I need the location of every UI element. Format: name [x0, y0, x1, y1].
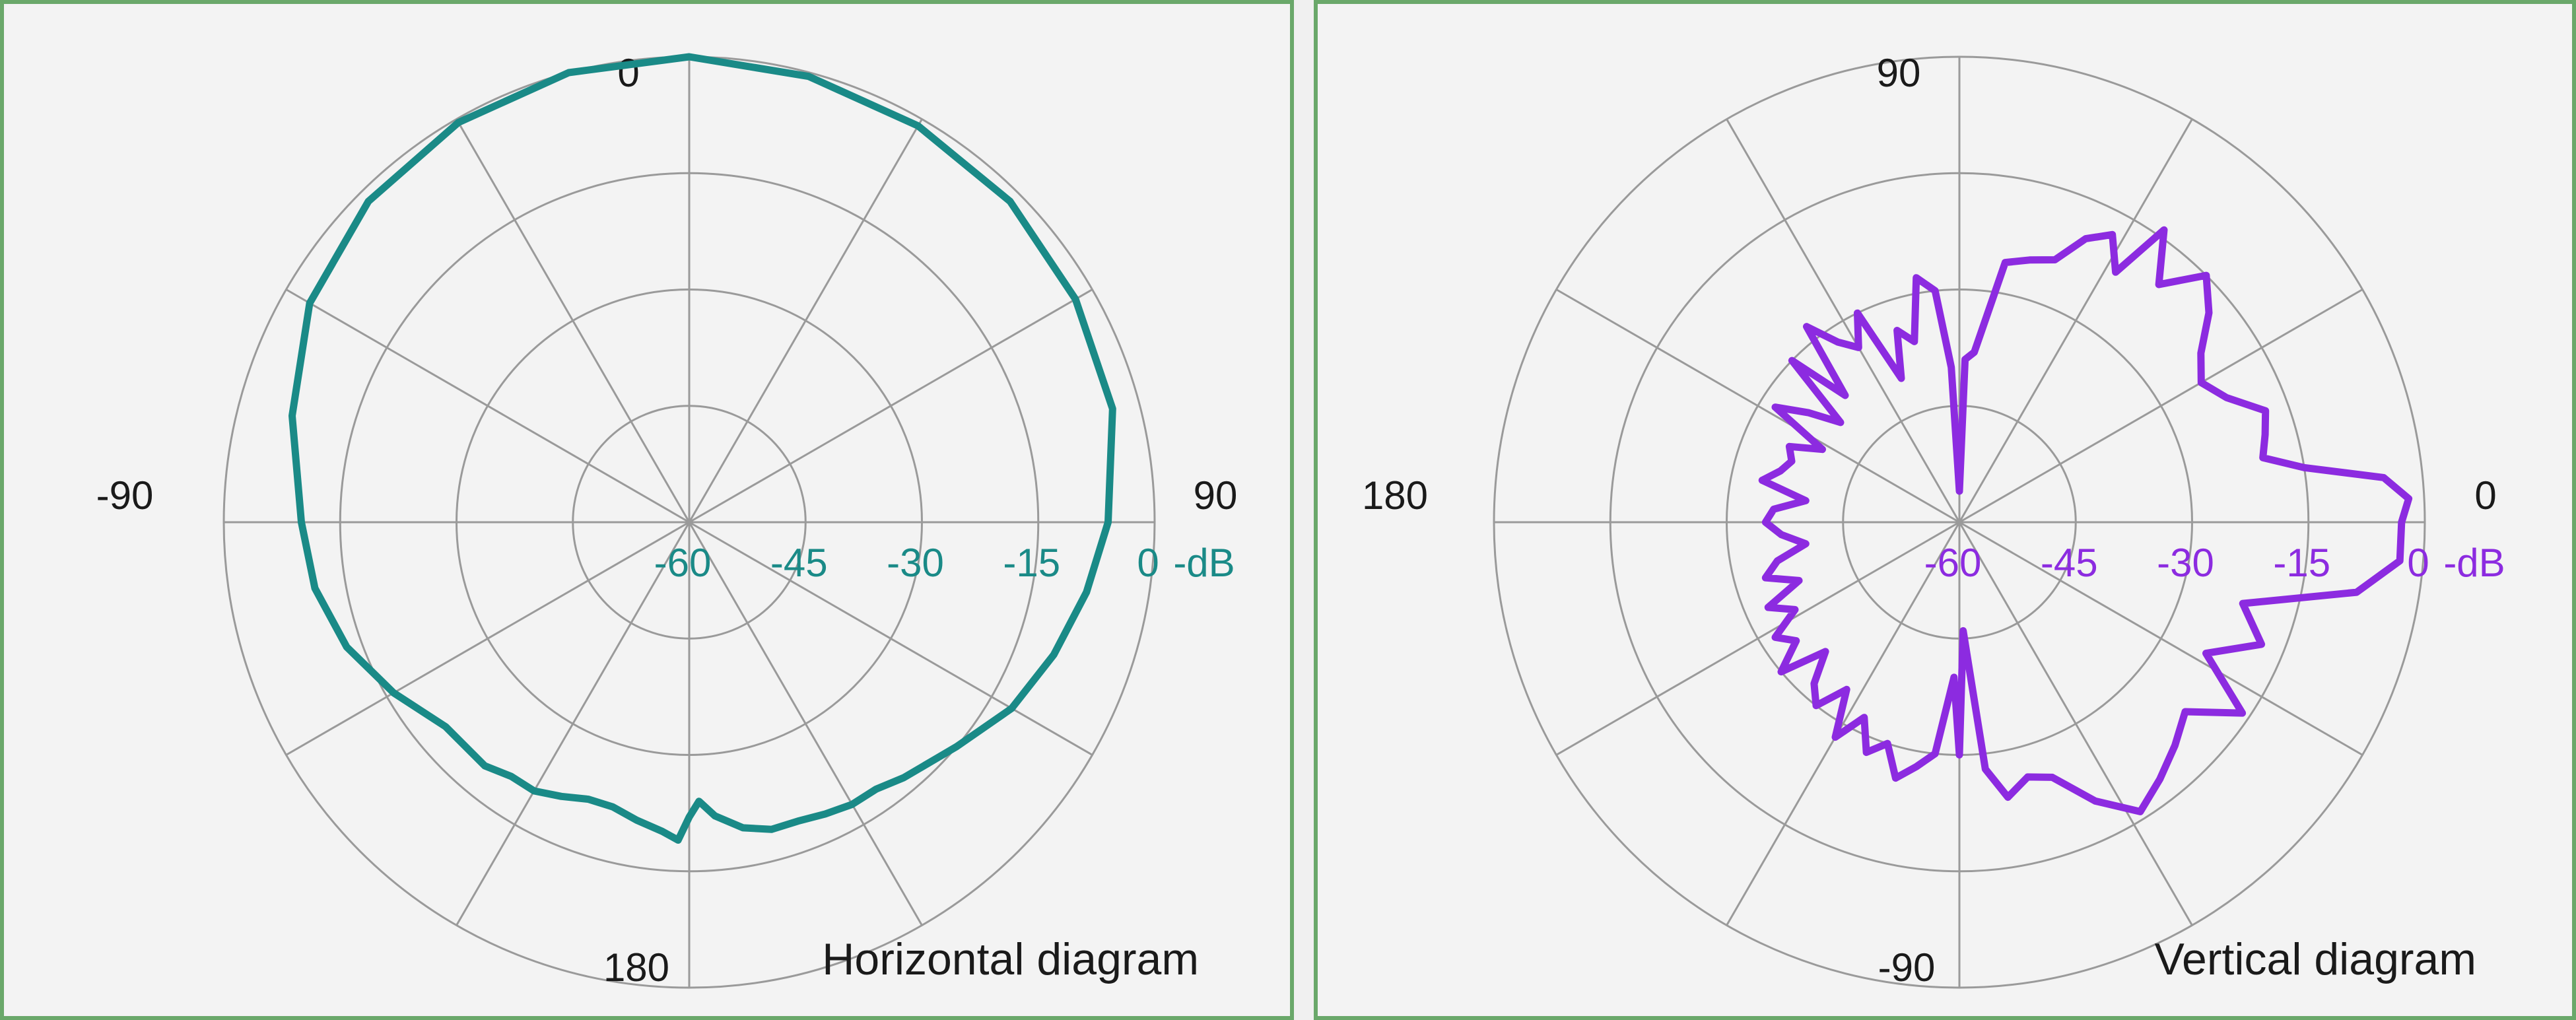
radial-tick-label: -45 — [770, 541, 828, 585]
angle-label-left: -90 — [96, 473, 154, 518]
pattern-trace — [288, 53, 1116, 844]
angle-label-right: 0 — [2474, 473, 2496, 518]
grid-spoke-60 — [688, 118, 923, 523]
grid-spoke-120 — [1726, 118, 1961, 523]
radial-tick-label: -15 — [1003, 541, 1060, 585]
radial-tick-label: -30 — [887, 541, 944, 585]
angle-label-right: 90 — [1194, 473, 1238, 518]
unit-label: -dB — [2443, 541, 2505, 585]
radial-tick-label: -15 — [2273, 541, 2330, 585]
angle-label-bottom: 180 — [603, 945, 669, 990]
grid-spoke-300 — [1958, 522, 2193, 926]
grid-spoke-210 — [285, 521, 690, 756]
grid-spoke-120 — [456, 118, 691, 523]
angle-label-left: 180 — [1362, 473, 1428, 518]
radial-tick-label: -60 — [1924, 541, 1982, 585]
grid-spoke-60 — [1958, 118, 2193, 523]
grid-spoke-240 — [456, 522, 691, 926]
radial-tick-label: -60 — [654, 541, 712, 585]
radial-tick-label: -30 — [2157, 541, 2214, 585]
grid-spoke-210 — [1555, 521, 1960, 756]
horizontal-diagram-panel: -60 -45 -30 -15 0 -dB 0 90 180 -90 Horizontal diag… — [0, 0, 1294, 1020]
angle-label-bottom: -90 — [1878, 945, 1936, 990]
vertical-diagram-panel: -60 -45 -30 -15 0 -dB 90 0 -90 180 Vertical diagra… — [1314, 0, 2576, 1020]
grid-spoke-330 — [689, 521, 1093, 756]
radial-tick-label: -45 — [2041, 541, 2098, 585]
radial-tick-label: 0 — [1137, 541, 1159, 585]
diagram-title: Horizontal diagram — [822, 934, 1199, 984]
grid-spoke-240 — [1726, 522, 1961, 926]
angle-label-top: 90 — [1877, 51, 1921, 95]
grid-spoke-150 — [1555, 289, 1960, 524]
diagram-title: Vertical diagram — [2154, 934, 2476, 984]
radial-tick-label: 0 — [2407, 541, 2429, 585]
pattern-trace — [1758, 226, 2413, 815]
grid-spoke-330 — [1959, 521, 2363, 756]
grid-spoke-30 — [689, 289, 1093, 524]
grid-spoke-300 — [688, 522, 923, 926]
grid-spoke-30 — [1959, 289, 2363, 524]
unit-label: -dB — [1173, 541, 1235, 585]
vertical-polar-chart: -60 -45 -30 -15 0 -dB 90 0 -90 180 Vertical diagra… — [1362, 51, 2505, 990]
grid-spoke-150 — [285, 289, 690, 524]
horizontal-polar-chart: -60 -45 -30 -15 0 -dB 0 90 180 -90 Horizontal diag… — [96, 51, 1238, 990]
angle-label-top: 0 — [617, 51, 639, 95]
